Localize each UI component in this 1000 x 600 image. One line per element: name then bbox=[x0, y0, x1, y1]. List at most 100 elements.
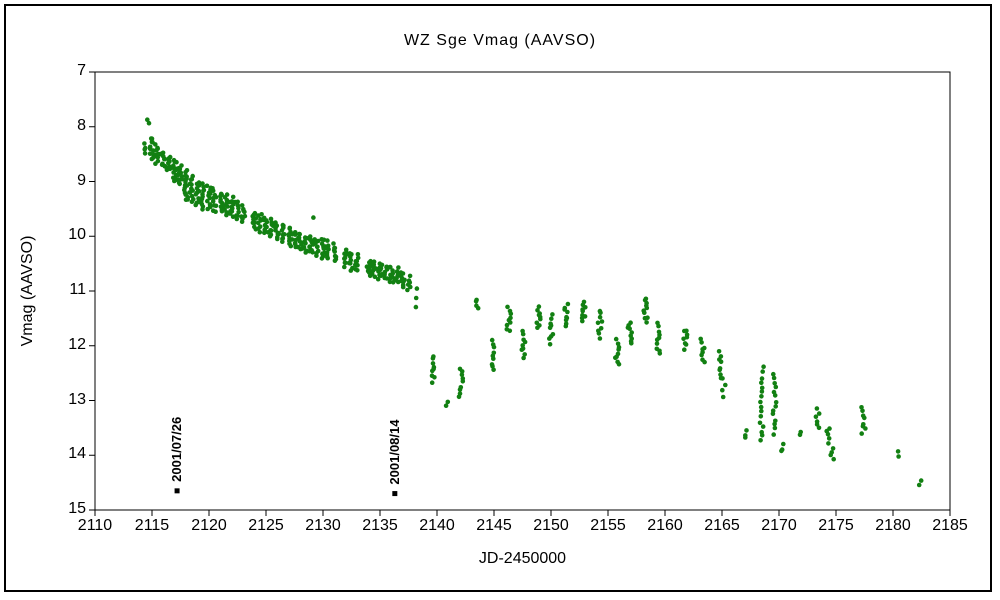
data-point bbox=[644, 320, 649, 325]
data-point bbox=[236, 205, 241, 211]
data-point bbox=[773, 404, 778, 409]
data-point bbox=[205, 206, 210, 212]
data-point bbox=[720, 376, 725, 381]
y-axis-label: Vmag (AAVSO) bbox=[19, 235, 36, 347]
data-point bbox=[828, 452, 833, 458]
annotation-marker bbox=[174, 488, 180, 494]
data-point bbox=[175, 172, 181, 178]
data-point bbox=[177, 181, 182, 187]
data-point bbox=[759, 380, 764, 386]
data-point bbox=[457, 387, 463, 392]
data-point bbox=[187, 190, 193, 195]
x-tick-label: 2165 bbox=[704, 517, 740, 534]
data-point bbox=[761, 364, 766, 370]
data-point bbox=[773, 384, 779, 390]
data-point bbox=[207, 195, 213, 201]
x-tick-label: 2130 bbox=[305, 517, 341, 534]
data-point bbox=[348, 261, 353, 266]
data-point bbox=[547, 342, 553, 347]
data-point bbox=[522, 339, 528, 345]
data-point bbox=[153, 142, 158, 147]
x-tick-label: 2155 bbox=[590, 517, 626, 534]
data-point bbox=[149, 139, 155, 145]
data-point bbox=[459, 369, 465, 374]
data-point bbox=[656, 323, 661, 329]
data-point bbox=[225, 204, 230, 209]
data-point bbox=[232, 199, 238, 205]
data-point bbox=[314, 253, 319, 258]
data-point bbox=[210, 188, 216, 193]
y-tick-label: 12 bbox=[68, 335, 86, 353]
data-point bbox=[413, 304, 419, 310]
data-point bbox=[702, 359, 707, 365]
data-point bbox=[400, 284, 406, 290]
data-point bbox=[771, 371, 776, 377]
data-point bbox=[343, 260, 348, 266]
data-point bbox=[772, 425, 778, 431]
data-point bbox=[475, 305, 481, 311]
data-point bbox=[723, 382, 728, 388]
annotation-label: 2001/07/26 bbox=[169, 417, 184, 482]
data-point bbox=[355, 252, 361, 257]
y-tick-label: 14 bbox=[68, 445, 86, 463]
data-point bbox=[629, 341, 634, 346]
data-point bbox=[332, 249, 338, 254]
data-point bbox=[218, 193, 223, 199]
data-point bbox=[375, 276, 381, 282]
data-point bbox=[771, 375, 777, 381]
x-tick-label: 2135 bbox=[362, 517, 398, 534]
data-point bbox=[699, 352, 704, 358]
y-tick-label: 8 bbox=[77, 116, 86, 134]
data-point bbox=[155, 155, 161, 160]
x-tick-label: 2120 bbox=[191, 517, 227, 534]
data-point bbox=[597, 336, 603, 341]
data-point bbox=[443, 403, 449, 409]
data-point bbox=[227, 199, 233, 205]
data-point bbox=[236, 209, 241, 215]
y-tick-label: 9 bbox=[77, 171, 86, 189]
data-point bbox=[918, 478, 924, 483]
data-point bbox=[332, 258, 338, 264]
data-point bbox=[757, 420, 763, 426]
data-point bbox=[239, 219, 245, 224]
data-point bbox=[565, 301, 571, 307]
x-tick-label: 2140 bbox=[419, 517, 455, 534]
data-point bbox=[185, 197, 190, 202]
data-point bbox=[250, 220, 256, 225]
data-point bbox=[172, 159, 177, 164]
data-point bbox=[205, 198, 210, 204]
y-tick-label: 13 bbox=[68, 390, 86, 408]
data-point bbox=[896, 454, 901, 459]
data-point bbox=[599, 319, 605, 324]
y-tick-label: 10 bbox=[68, 226, 86, 244]
data-point bbox=[760, 424, 766, 429]
data-point bbox=[268, 228, 274, 233]
data-point bbox=[310, 250, 315, 255]
data-point bbox=[813, 414, 819, 420]
data-point bbox=[342, 256, 347, 261]
x-tick-label: 2160 bbox=[647, 517, 683, 534]
data-point bbox=[288, 243, 294, 249]
x-tick-label: 2150 bbox=[533, 517, 569, 534]
x-tick-label: 2185 bbox=[932, 517, 968, 534]
data-point bbox=[213, 209, 218, 214]
data-point bbox=[325, 238, 330, 243]
data-point bbox=[580, 318, 585, 324]
data-point bbox=[162, 156, 167, 162]
data-point bbox=[859, 431, 864, 436]
data-point bbox=[825, 431, 831, 437]
data-point bbox=[616, 361, 622, 367]
x-tick-label: 2175 bbox=[818, 517, 854, 534]
data-point bbox=[256, 226, 261, 231]
data-point bbox=[759, 408, 764, 414]
y-tick-label: 7 bbox=[77, 62, 86, 79]
data-point bbox=[862, 415, 867, 421]
data-point bbox=[550, 312, 555, 317]
data-point bbox=[759, 433, 765, 438]
data-point bbox=[414, 286, 420, 291]
outer-frame bbox=[4, 4, 992, 592]
data-point bbox=[642, 315, 648, 321]
data-point bbox=[596, 331, 602, 336]
data-point bbox=[200, 207, 205, 212]
data-point bbox=[826, 441, 831, 446]
